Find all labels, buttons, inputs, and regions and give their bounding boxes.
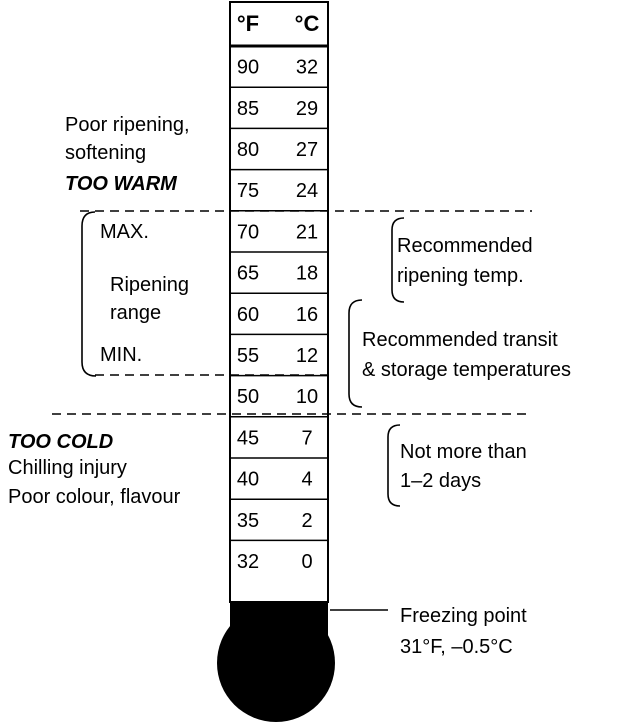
thermometer-bulb <box>217 602 335 722</box>
celsius-header: °C <box>295 11 320 36</box>
celsius-value: 18 <box>296 263 318 285</box>
fahrenheit-value: 32 <box>237 551 259 573</box>
transit-line1: Recommended transit <box>362 329 558 351</box>
transit-line2: & storage temperatures <box>362 359 571 381</box>
ripening-min-label: MIN. <box>100 344 142 366</box>
fahrenheit-value: 50 <box>237 386 259 408</box>
fahrenheit-value: 40 <box>237 469 259 491</box>
celsius-value: 0 <box>301 551 312 573</box>
ripening-range-label1: Ripening <box>110 274 189 296</box>
transit-storage-annotation: Recommended transit & storage temperatur… <box>348 299 571 408</box>
ripening-range-label2: range <box>110 302 161 324</box>
fahrenheit-value: 45 <box>237 427 259 449</box>
freezing-line1: Freezing point <box>400 605 527 627</box>
too-warm-annotation: Poor ripening, softening TOO WARM <box>65 114 190 195</box>
fahrenheit-value: 35 <box>237 510 259 532</box>
not-more-than-annotation: Not more than 1–2 days <box>387 424 527 507</box>
too-cold-annotation: TOO COLD Chilling injury Poor colour, fl… <box>8 431 181 508</box>
transit-storage-bracket <box>348 299 363 408</box>
not-more-than-line2: 1–2 days <box>400 470 481 492</box>
not-more-than-line1: Not more than <box>400 441 527 463</box>
too-warm-line2: softening <box>65 142 146 164</box>
fahrenheit-value: 90 <box>237 57 259 79</box>
fahrenheit-header: °F <box>237 11 259 36</box>
ripening-range-annotation: MAX. Ripening range MIN. <box>81 211 189 377</box>
fahrenheit-value: 60 <box>237 304 259 326</box>
celsius-value: 29 <box>296 98 318 120</box>
fahrenheit-value: 85 <box>237 98 259 120</box>
celsius-value: 7 <box>301 427 312 449</box>
celsius-value: 10 <box>296 386 318 408</box>
celsius-value: 21 <box>296 221 318 243</box>
fahrenheit-value: 65 <box>237 263 259 285</box>
recommended-ripening-line1: Recommended <box>397 235 533 257</box>
not-more-than-bracket <box>387 424 401 507</box>
celsius-value: 32 <box>296 57 318 79</box>
fahrenheit-value: 70 <box>237 221 259 243</box>
celsius-value: 16 <box>296 304 318 326</box>
celsius-value: 4 <box>301 469 312 491</box>
too-cold-line2: Poor colour, flavour <box>8 486 181 508</box>
too-cold-line1: Chilling injury <box>8 457 127 479</box>
celsius-value: 24 <box>296 180 318 202</box>
too-cold-title: TOO COLD <box>8 431 113 453</box>
fahrenheit-value: 80 <box>237 139 259 161</box>
celsius-value: 2 <box>301 510 312 532</box>
recommended-ripening-annotation: Recommended ripening temp. <box>391 217 533 303</box>
freezing-point-annotation: Freezing point 31°F, –0.5°C <box>330 605 527 658</box>
fahrenheit-value: 75 <box>237 180 259 202</box>
recommended-ripening-bracket <box>391 217 405 303</box>
celsius-value: 12 <box>296 345 318 367</box>
celsius-value: 27 <box>296 139 318 161</box>
bulb-ball <box>217 604 335 722</box>
fahrenheit-value: 55 <box>237 345 259 367</box>
thermometer-column <box>229 1 329 603</box>
too-warm-line1: Poor ripening, <box>65 114 190 136</box>
too-warm-title: TOO WARM <box>65 173 178 195</box>
ripening-range-bracket <box>81 211 97 377</box>
freezing-line2: 31°F, –0.5°C <box>400 636 513 658</box>
recommended-ripening-line2: ripening temp. <box>397 265 524 287</box>
ripening-max-label: MAX. <box>100 221 149 243</box>
